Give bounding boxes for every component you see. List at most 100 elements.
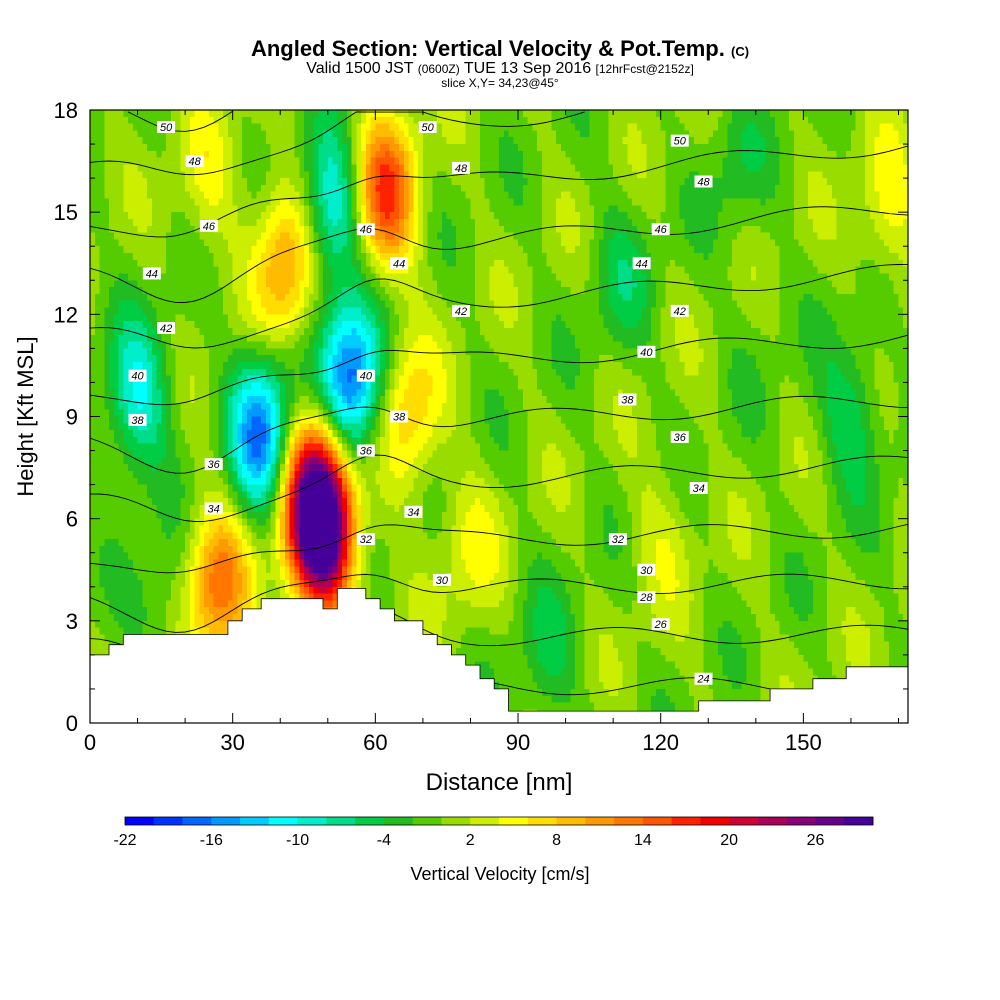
contour-label-bg — [185, 155, 204, 168]
y-tick-label: 6 — [66, 507, 78, 532]
colorbar-swatch — [556, 817, 586, 825]
colorbar-swatch — [729, 817, 759, 825]
contour-label: 34 — [407, 507, 419, 519]
x-axis: 0 30 60 90 120 150 Distance [nm] — [84, 110, 899, 796]
isentrope-32 — [89, 454, 909, 522]
contour-label: 50 — [674, 136, 687, 148]
contour-label: 48 — [455, 163, 468, 175]
colorbar: -22 -16 -10 -4 2 8 14 20 26 Vertical Velocity [cm… — [113, 816, 874, 884]
contour-label-bg — [204, 502, 223, 515]
colorbar-tick-label: 14 — [634, 832, 652, 849]
contour-label: 46 — [655, 224, 668, 236]
colorbar-swatch — [240, 817, 270, 825]
isentrope-38 — [89, 264, 909, 349]
colorbar-swatch — [614, 817, 644, 825]
contour-label-bg — [157, 121, 176, 134]
contour-label: 34 — [208, 503, 220, 515]
colorbar-tick-label: -22 — [113, 832, 136, 849]
slice-info: slice X,Y= 34,23@45° — [441, 76, 559, 90]
contour-label: 30 — [436, 575, 449, 587]
contour-label: 26 — [654, 619, 668, 631]
valid-utc: (0600Z) — [417, 62, 460, 76]
contour-label-bg — [618, 393, 637, 406]
contour-label-bg — [128, 369, 147, 382]
chart-subtitle: Valid 1500 JST (0600Z) TUE 13 Sep 2016 [… — [0, 60, 1000, 78]
contour-label-bg — [451, 304, 470, 317]
colorbar-swatch — [326, 817, 356, 825]
contour-label: 36 — [208, 459, 221, 471]
y-tick-label: 18 — [54, 98, 78, 123]
colorbar-tick-label: 8 — [552, 832, 561, 849]
contour-label-bg — [390, 410, 409, 423]
colorbar-tick-label: 20 — [720, 832, 738, 849]
isentrope-44 — [89, 111, 585, 176]
contour-label-bg — [142, 267, 161, 280]
contour-label-bg — [689, 482, 708, 495]
contour-label: 40 — [131, 371, 144, 383]
contour-label-bg — [128, 413, 147, 426]
contour-label-bg — [637, 563, 656, 576]
contour-label: 32 — [612, 534, 624, 546]
y-tick-label: 0 — [66, 711, 78, 736]
contour-label-bg — [637, 345, 656, 358]
valid-date: TUE 13 Sep 2016 — [463, 60, 592, 77]
x-tick-label: 120 — [642, 730, 679, 755]
contour-label-bg — [670, 430, 689, 443]
contour-label-bg — [157, 321, 176, 334]
contour-label: 46 — [203, 221, 216, 233]
contour-label-bg — [418, 121, 437, 134]
contour-label-bg — [632, 257, 651, 270]
x-tick-label: 90 — [506, 730, 530, 755]
colorbar-frame — [124, 816, 874, 826]
colorbar-tick-label: -10 — [286, 832, 309, 849]
contour-label-bg — [694, 175, 713, 188]
contour-label: 46 — [360, 224, 373, 236]
colorbar-swatch — [815, 817, 845, 825]
contour-label-bg — [670, 134, 689, 147]
contour-label: 40 — [640, 347, 653, 359]
contour-label: 48 — [697, 177, 710, 189]
colorbar-swatch — [527, 817, 558, 825]
colorbar-swatch — [412, 817, 442, 825]
colorbar-swatch — [470, 817, 500, 825]
y-tick-label: 3 — [66, 609, 78, 634]
contour-label: 38 — [621, 394, 634, 406]
contour-label-bg — [356, 369, 375, 382]
colorbar-label: Vertical Velocity [cm/s] — [410, 864, 589, 884]
contour-label: 38 — [393, 412, 406, 424]
contour-label-bg — [637, 590, 656, 603]
contour-label-bg — [356, 533, 375, 546]
colorbar-tick-label: 26 — [807, 832, 825, 849]
contour-label: 28 — [639, 592, 653, 604]
colorbar-swatch — [757, 817, 788, 825]
x-tick-label: 30 — [220, 730, 244, 755]
contour-label: 42 — [674, 306, 686, 318]
isentrope-34 — [89, 395, 909, 474]
y-tick-label: 9 — [66, 405, 78, 430]
isentrope-40 — [89, 206, 909, 303]
contour-label: 44 — [393, 258, 405, 270]
contour-label: 36 — [674, 432, 687, 444]
chart-title-text: Angled Section: Vertical Velocity & Pot.… — [250, 36, 725, 61]
chart-title-unit: (C) — [731, 44, 750, 59]
contour-label: 42 — [455, 306, 467, 318]
colorbar-swatch — [844, 817, 874, 825]
isentrope-36 — [89, 334, 909, 406]
contour-label: 44 — [146, 268, 158, 280]
contour-label: 34 — [693, 483, 705, 495]
contour-label: 40 — [360, 371, 373, 383]
x-axis-label: Distance [nm] — [426, 769, 573, 796]
contour-label-bg — [608, 533, 627, 546]
contour-label: 30 — [640, 565, 653, 577]
isentrope-28 — [89, 573, 909, 633]
contour-label-bg — [432, 573, 451, 586]
y-tick-label: 15 — [54, 200, 78, 225]
colorbar-swatch — [786, 817, 816, 825]
contour-label: 24 — [696, 674, 709, 686]
colorbar-swatch — [499, 817, 529, 825]
contour-label-bg — [670, 304, 689, 317]
colorbar-swatch — [700, 817, 730, 825]
contour-label-bg — [404, 505, 423, 518]
colorbar-swatch — [355, 817, 385, 825]
